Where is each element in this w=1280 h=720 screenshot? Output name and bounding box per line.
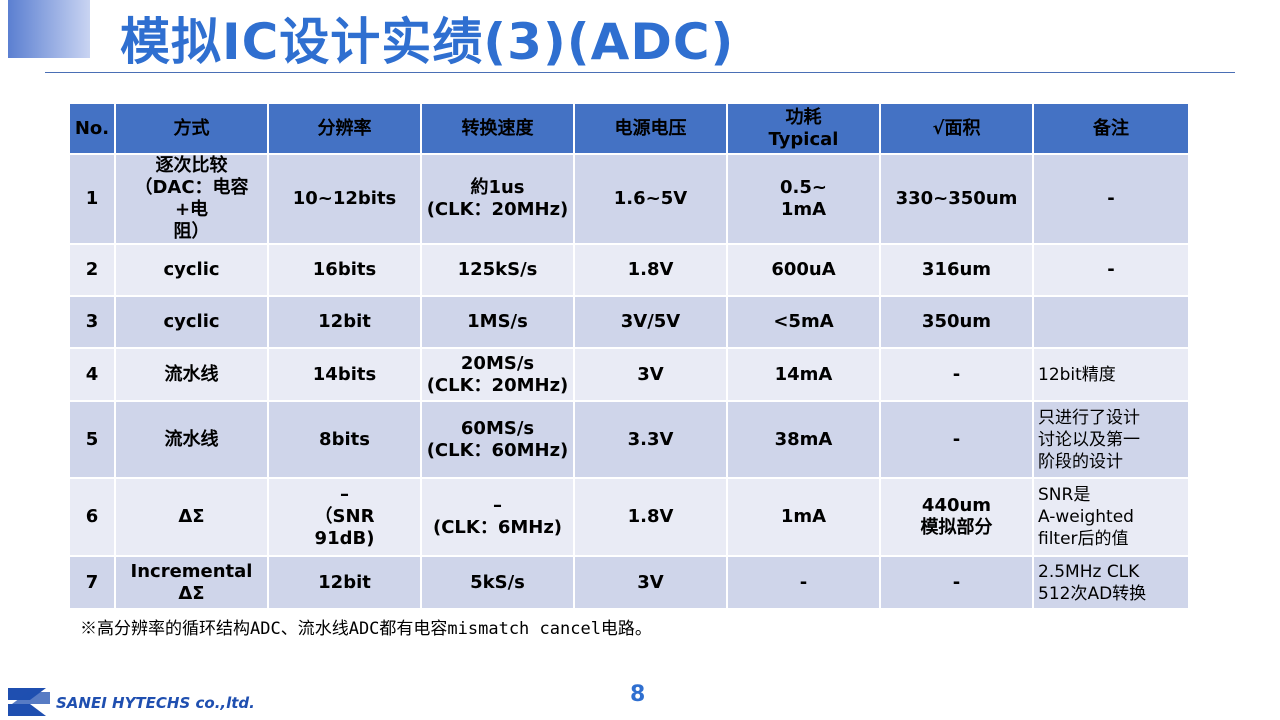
header-cell: √面积 — [879, 102, 1034, 155]
header-cell: 分辨率 — [267, 102, 422, 155]
table-cell: 1.8V — [573, 477, 728, 557]
table-cell: 38mA — [726, 400, 881, 479]
table-cell: 1.6~5V — [573, 153, 728, 245]
header-cell: No. — [68, 102, 116, 155]
table-cell: 8bits — [267, 400, 422, 479]
table-cell: 600uA — [726, 243, 881, 297]
table-cell: 約1us (CLK：20MHz) — [420, 153, 575, 245]
table-cell: 14bits — [267, 347, 422, 402]
table-cell: 1MS/s — [420, 295, 575, 349]
table-cell: cyclic — [114, 295, 269, 349]
table-cell: 2.5MHz CLK 512次AD转换 — [1032, 555, 1190, 610]
table-cell: 316um — [879, 243, 1034, 297]
table-row: 4 流水线 14bits 20MS/s (CLK：20MHz) 3V 14mA -12bit… — [68, 347, 1190, 402]
table-cell: 12bit — [267, 555, 422, 610]
table-cell: 7 — [68, 555, 116, 610]
table-cell: 330~350um — [879, 153, 1034, 245]
logo-icon — [8, 688, 50, 716]
table-row: 6 ΔΣ – （SNR 91dB) – (CLK：6MHz) 1.8V 1mA 440um … — [68, 477, 1190, 557]
table-cell: 5kS/s — [420, 555, 575, 610]
table-cell: <5mA — [726, 295, 881, 349]
table-cell: - — [879, 347, 1034, 402]
page-number: 8 — [630, 682, 646, 707]
table-cell: 3.3V — [573, 400, 728, 479]
table-cell: 10~12bits — [267, 153, 422, 245]
table-cell: cyclic — [114, 243, 269, 297]
table-cell: – (CLK：6MHz) — [420, 477, 575, 557]
table-cell: 1 — [68, 153, 116, 245]
table-cell: 12bit精度 — [1032, 347, 1190, 402]
table-row: 7 Incremental ΔΣ 12bit 5kS/s 3V - -2.5MHz CLK … — [68, 555, 1190, 610]
table-cell: 350um — [879, 295, 1034, 349]
table-cell: 3V — [573, 555, 728, 610]
table-cell: Incremental ΔΣ — [114, 555, 269, 610]
table-cell: 12bit — [267, 295, 422, 349]
header-cell: 备注 — [1032, 102, 1190, 155]
title-rule — [45, 72, 1235, 73]
slide-title: 模拟IC设计实绩(3)(ADC) — [120, 13, 735, 71]
table-cell: 只进行了设计 讨论以及第一 阶段的设计 — [1032, 400, 1190, 479]
table-cell: 1mA — [726, 477, 881, 557]
table-cell: 4 — [68, 347, 116, 402]
footnote: ※高分辨率的循环结构ADC、流水线ADC都有电容mismatch cancel电… — [80, 619, 652, 639]
table-cell: 3V — [573, 347, 728, 402]
table-row: 5 流水线 8bits 60MS/s (CLK：60MHz) 3.3V 38mA - 只进行了… — [68, 400, 1190, 479]
header-cell: 电源电压 — [573, 102, 728, 155]
table-cell: - — [1032, 153, 1190, 245]
table-row: 3 cyclic 12bit 1MS/s 3V/5V <5mA 350um — [68, 295, 1190, 349]
table-cell: 逐次比较 （DAC：电容+电 阻） — [114, 153, 269, 245]
table-cell: 125kS/s — [420, 243, 575, 297]
table-cell: – （SNR 91dB) — [267, 477, 422, 557]
table-cell: 流水线 — [114, 347, 269, 402]
header-cell: 功耗 Typical — [726, 102, 881, 155]
header-row: No. 方式 分辨率 转换速度 电源电压 功耗 Typical √面积 备注 — [68, 102, 1190, 155]
header-cell: 转换速度 — [420, 102, 575, 155]
logo-text: SANEI HYTECHS co.,ltd. — [56, 694, 255, 712]
table-cell: 20MS/s (CLK：20MHz) — [420, 347, 575, 402]
table-cell: - — [879, 400, 1034, 479]
table-cell: 6 — [68, 477, 116, 557]
table-row: 2 cyclic 16bits 125kS/s 1.8V 600uA 316um - — [68, 243, 1190, 297]
table-cell: ΔΣ — [114, 477, 269, 557]
table-cell — [1032, 295, 1190, 349]
table-cell: 2 — [68, 243, 116, 297]
table-cell: 5 — [68, 400, 116, 479]
table-cell: SNR是 A-weighted filter后的值 — [1032, 477, 1190, 557]
table-cell: - — [726, 555, 881, 610]
table-row: 1 逐次比较 （DAC：电容+电 阻） 10~12bits 約1us (CLK：20M… — [68, 153, 1190, 245]
table-cell: - — [879, 555, 1034, 610]
table-cell: 14mA — [726, 347, 881, 402]
table-cell: 0.5~ 1mA — [726, 153, 881, 245]
table-cell: 60MS/s (CLK：60MHz) — [420, 400, 575, 479]
table-cell: 16bits — [267, 243, 422, 297]
table-cell: 3V/5V — [573, 295, 728, 349]
header-cell: 方式 — [114, 102, 269, 155]
table-cell: - — [1032, 243, 1190, 297]
table-cell: 流水线 — [114, 400, 269, 479]
table-cell: 440um 模拟部分 — [879, 477, 1034, 557]
decor — [8, 0, 90, 58]
table-cell: 1.8V — [573, 243, 728, 297]
table-cell: 3 — [68, 295, 116, 349]
adc-table: No. 方式 分辨率 转换速度 电源电压 功耗 Typical √面积 备注 1 逐次比较 （D… — [68, 102, 1190, 610]
